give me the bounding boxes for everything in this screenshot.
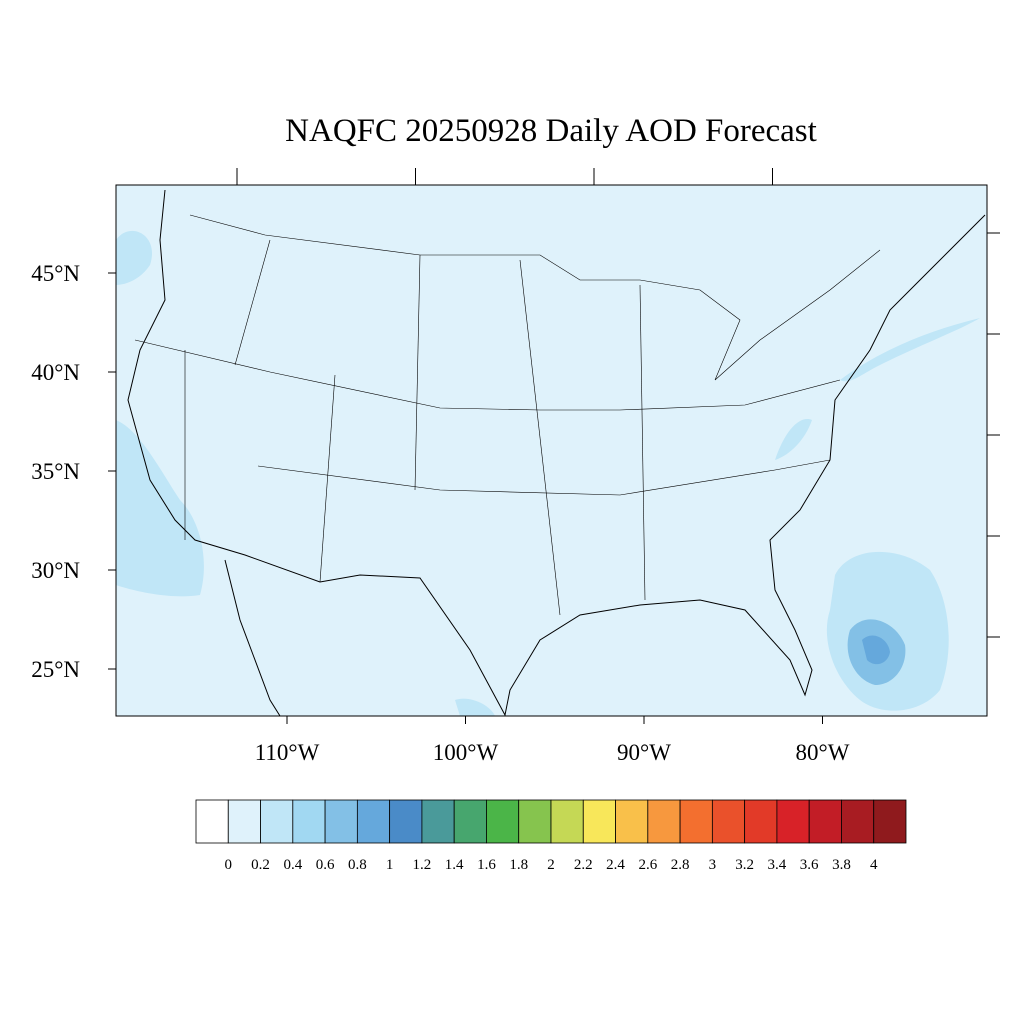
colorbar-swatch bbox=[486, 799, 520, 844]
colorbar-swatch bbox=[195, 799, 229, 844]
map-frame bbox=[115, 184, 988, 717]
colorbar-label: 2.6 bbox=[638, 857, 657, 873]
colorbar-label: 0.6 bbox=[316, 857, 335, 873]
colorbar-label: 3.6 bbox=[800, 857, 819, 873]
colorbar-swatch bbox=[776, 799, 810, 844]
colorbar-swatch bbox=[550, 799, 584, 844]
colorbar-swatch bbox=[808, 799, 842, 844]
borders bbox=[134, 214, 881, 616]
colorbar: 0 0.2 0.4 0.6 0.8 1 1.2 1.4 1.6 1.8 2 2.2 2.4 2.6 2.8 3… bbox=[195, 799, 907, 873]
colorbar-label: 0.8 bbox=[348, 857, 367, 873]
colorbar-label: 1.6 bbox=[477, 857, 496, 873]
colorbar-swatch bbox=[615, 799, 649, 844]
colorbar-label: 0.2 bbox=[251, 857, 270, 873]
colorbar-swatch bbox=[582, 799, 616, 844]
lon-label: 90°W bbox=[617, 740, 671, 765]
aerosol-peak bbox=[862, 635, 890, 665]
colorbar-swatch bbox=[453, 799, 487, 844]
lat-label: 45°N bbox=[31, 261, 80, 286]
colorbar-swatch bbox=[421, 799, 455, 844]
coastline bbox=[127, 189, 986, 717]
lon-label: 80°W bbox=[796, 740, 850, 765]
colorbar-label: 0.4 bbox=[283, 857, 302, 873]
colorbar-label: 2 bbox=[547, 857, 555, 873]
axes: 45°N 40°N 35°N 30°N 25°N 110°W 100°W 90°W 80°W bbox=[31, 168, 1000, 765]
map-area bbox=[115, 184, 988, 717]
colorbar-label: 1.4 bbox=[445, 857, 464, 873]
colorbar-swatch bbox=[324, 799, 358, 844]
colorbar-swatch bbox=[873, 799, 907, 844]
colorbar-label: 3.4 bbox=[768, 857, 787, 873]
colorbar-swatch bbox=[227, 799, 261, 844]
colorbar-label: 3 bbox=[709, 857, 717, 873]
colorbar-label: 1.8 bbox=[509, 857, 528, 873]
map-title: NAQFC 20250928 Daily AOD Forecast bbox=[285, 113, 817, 149]
colorbar-swatch bbox=[841, 799, 875, 844]
colorbar-swatch bbox=[389, 799, 423, 844]
colorbar-swatch bbox=[356, 799, 391, 844]
colorbar-swatch bbox=[292, 799, 326, 844]
colorbar-label: 2.8 bbox=[671, 857, 690, 873]
colorbar-label: 3.8 bbox=[832, 857, 851, 873]
colorbar-swatch bbox=[679, 799, 713, 844]
colorbar-label: 1 bbox=[386, 857, 394, 873]
colorbar-label: 2.2 bbox=[574, 857, 593, 873]
colorbar-swatch bbox=[711, 799, 746, 844]
colorbar-label: 4 bbox=[870, 857, 878, 873]
colorbar-label: 0 bbox=[225, 857, 233, 873]
colorbar-swatch bbox=[518, 799, 552, 844]
lat-label: 35°N bbox=[31, 459, 80, 484]
colorbar-label: 3.2 bbox=[735, 857, 754, 873]
lat-label: 25°N bbox=[31, 657, 80, 682]
colorbar-swatch bbox=[744, 799, 778, 844]
lat-label: 40°N bbox=[31, 360, 80, 385]
colorbar-swatch bbox=[647, 799, 681, 844]
colorbar-label: 2.4 bbox=[606, 857, 625, 873]
lon-label: 110°W bbox=[255, 740, 320, 765]
colorbar-label: 1.2 bbox=[413, 857, 432, 873]
colorbar-swatch bbox=[260, 799, 294, 844]
lat-label: 30°N bbox=[31, 558, 80, 583]
lon-label: 100°W bbox=[433, 740, 499, 765]
